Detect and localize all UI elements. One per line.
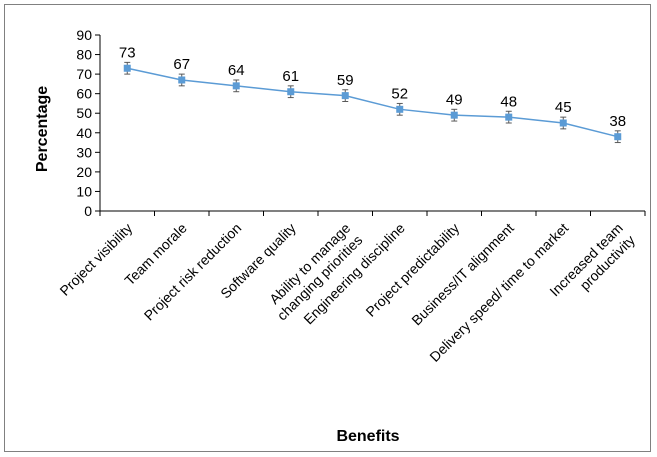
series-line (127, 67, 618, 138)
data-series: 73 67 64 61 59 52 49 48 45 38 (119, 44, 626, 144)
data-point (559, 119, 567, 127)
data-point (450, 111, 458, 119)
x-tick-label: Project visibility (56, 220, 135, 299)
x-tick-label: Project risk reduction (141, 220, 245, 324)
data-point (614, 133, 622, 141)
y-tick-label: 0 (84, 203, 92, 219)
data-point (287, 88, 295, 96)
x-tick-label-line: Project predictability (362, 220, 462, 320)
x-tick-label-line: Project visibility (56, 220, 135, 299)
data-label: 38 (609, 113, 626, 130)
data-point (178, 76, 186, 84)
line-chart: 0 10 20 30 40 50 60 70 80 90 Project visibilityTe… (34, 27, 646, 445)
y-tick-label: 20 (76, 164, 92, 180)
data-label: 48 (500, 93, 517, 110)
data-label: 64 (228, 62, 245, 79)
y-tick-label: 70 (76, 66, 92, 82)
y-tick-label: 10 (76, 183, 92, 199)
data-point (123, 64, 131, 72)
x-tick-label: Business/IT alignment (408, 220, 517, 329)
data-label: 49 (446, 91, 463, 108)
data-point (396, 105, 404, 113)
data-label: 45 (555, 99, 572, 116)
y-tick-label: 40 (76, 125, 92, 141)
data-label: 61 (282, 68, 299, 85)
y-tick-label: 80 (76, 47, 92, 63)
y-axis: 0 10 20 30 40 50 60 70 80 90 (76, 27, 101, 219)
data-point (505, 113, 513, 121)
y-tick-label: 60 (76, 86, 92, 102)
y-axis-title: Percentage (34, 86, 51, 172)
x-tick-label: Project predictability (362, 220, 462, 320)
y-tick-label: 50 (76, 105, 92, 121)
data-label: 67 (173, 56, 190, 73)
y-tick-label: 90 (76, 27, 92, 43)
chart-frame: 0 10 20 30 40 50 60 70 80 90 Project visibility Te… (4, 4, 651, 452)
y-tick-label: 30 (76, 144, 92, 160)
x-axis-title: Benefits (336, 428, 399, 445)
data-label: 52 (391, 85, 408, 102)
data-label: 73 (119, 44, 136, 61)
data-point (232, 82, 240, 90)
data-label: 59 (337, 72, 354, 89)
x-tick-label-line: Project risk reduction (141, 220, 245, 324)
data-point (341, 92, 349, 100)
x-tick-label-line: Business/IT alignment (408, 220, 517, 329)
